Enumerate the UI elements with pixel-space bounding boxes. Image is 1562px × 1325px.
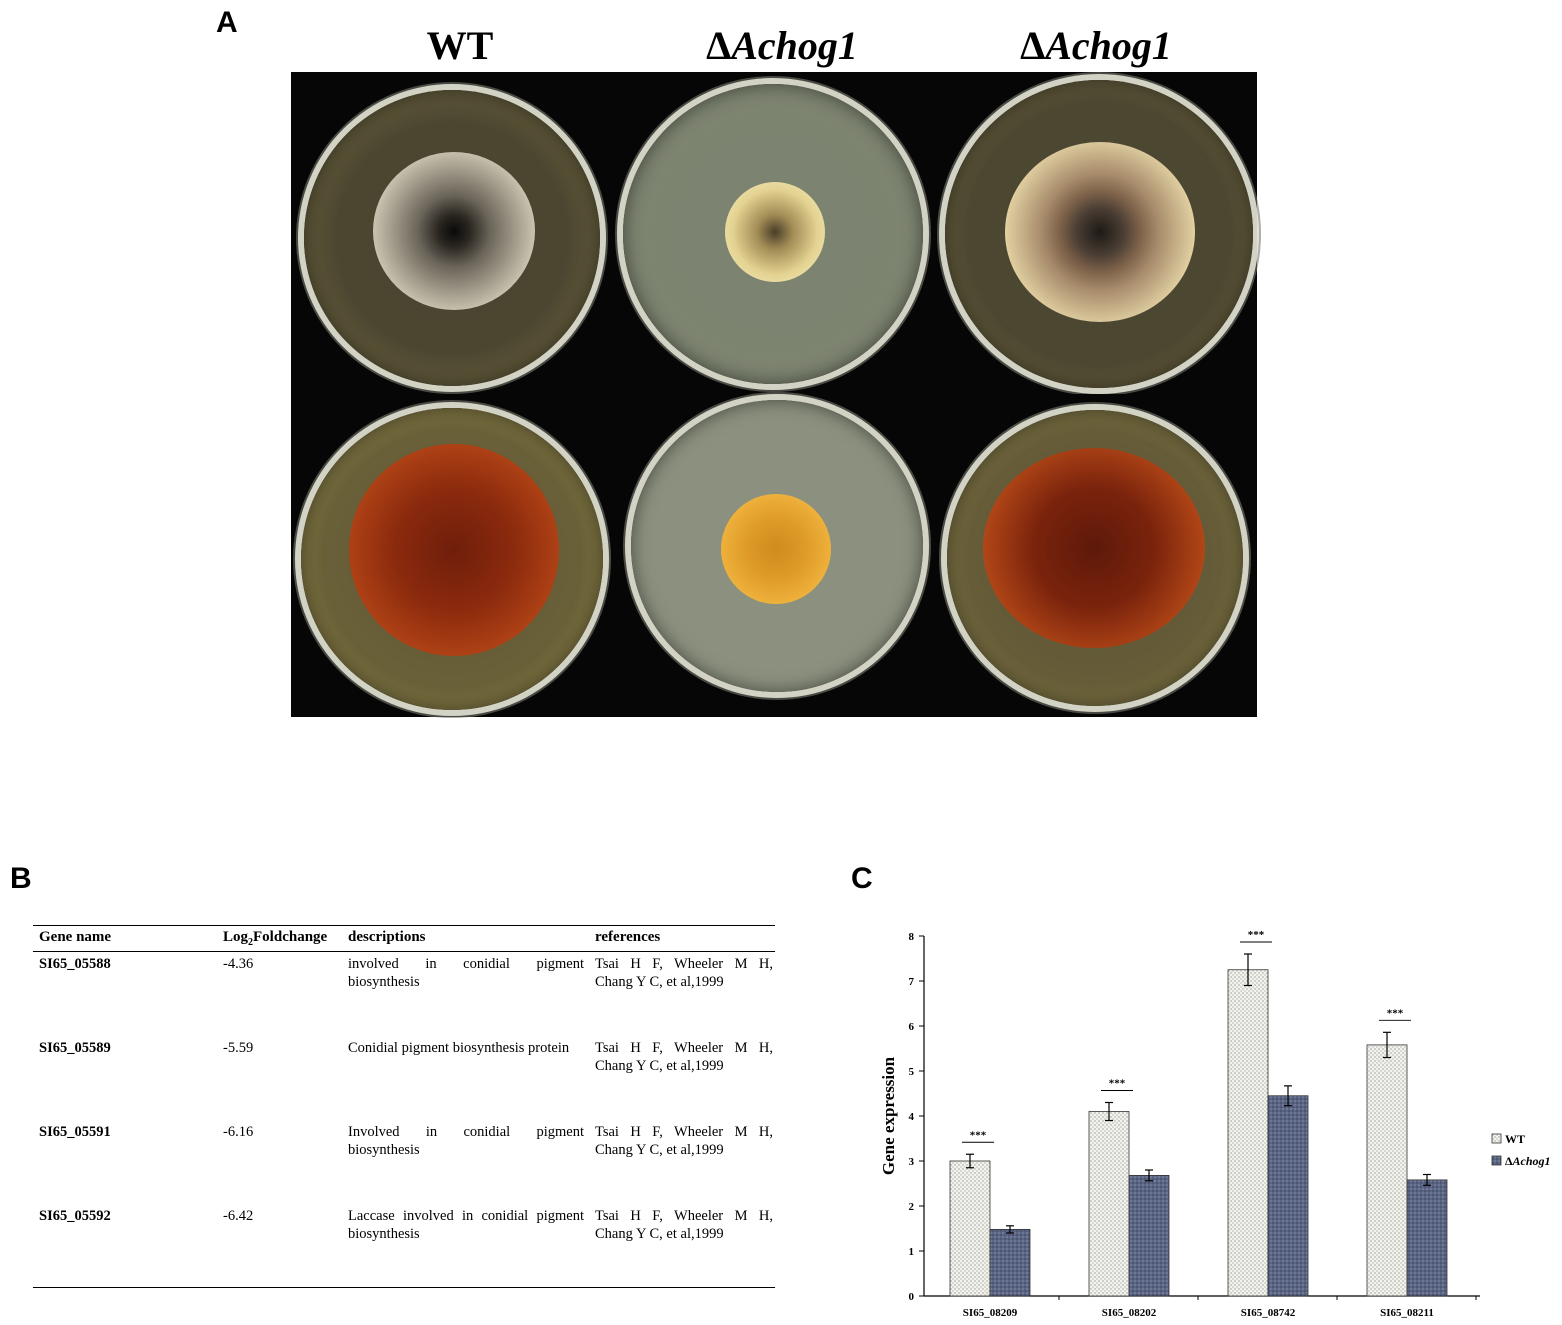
bar-wt — [1227, 969, 1269, 1297]
bar-mutant — [989, 1228, 1031, 1297]
legend-label: WT — [1505, 1132, 1525, 1146]
table-row-1-fold: -4.36 — [223, 956, 254, 972]
petri-dish-photo — [291, 72, 1257, 717]
plate-wt-back — [291, 394, 613, 716]
significance-label: *** — [1109, 1078, 1126, 1090]
table-row-4-fold: -6.42 — [223, 1208, 254, 1224]
table-row-2-ref: Tsai H F, Wheeler M H, Chang Y C, et al,… — [595, 1040, 773, 1074]
bar-mutant — [1267, 1095, 1309, 1297]
table-row-4-gene: SI65_05592 — [39, 1208, 111, 1224]
table-row-3-gene: SI65_05591 — [39, 1124, 111, 1140]
column-label-mutant-2: ΔAchog1 — [1020, 23, 1172, 68]
table-row-3-desc: Involved in conidial pigment biosynthesi… — [348, 1124, 584, 1158]
y-tick-label: 0 — [909, 1291, 915, 1303]
legend-label: ΔAchog1 — [1505, 1154, 1551, 1168]
table-row-2-gene: SI65_05589 — [39, 1040, 111, 1056]
panel-a-label: A — [216, 6, 238, 39]
x-tick-label: SI65_08202 — [1102, 1307, 1157, 1319]
significance-label: *** — [1248, 929, 1265, 941]
significance-label: *** — [1387, 1007, 1404, 1019]
bar-wt — [1088, 1111, 1130, 1297]
plate-mutant1-back — [613, 394, 935, 716]
table-row-2-desc: Conidial pigment biosynthesis protein — [348, 1040, 570, 1056]
plate-mutant2-back — [935, 394, 1257, 716]
legend-swatch — [1491, 1155, 1502, 1166]
bar-wt — [1366, 1044, 1408, 1297]
y-tick-label: 7 — [909, 976, 915, 988]
y-tick-label: 6 — [909, 1021, 915, 1033]
y-tick-label: 5 — [909, 1066, 915, 1078]
y-tick-label: 8 — [909, 931, 915, 943]
plate-mutant1-front — [613, 72, 935, 394]
x-tick-label: SI65_08742 — [1241, 1307, 1296, 1319]
bar-wt — [949, 1160, 991, 1297]
table-row-1-ref: Tsai H F, Wheeler M H, Chang Y C, et al,… — [595, 956, 773, 990]
plate-mutant2-front — [935, 72, 1257, 394]
header-gene-name: Gene name — [39, 929, 112, 945]
table-row-2-fold: -5.59 — [223, 1040, 254, 1056]
y-tick-label: 2 — [909, 1201, 915, 1213]
header-log2-foldchange: Log2Foldchange — [223, 929, 328, 948]
column-label-wt: WT — [426, 23, 494, 68]
table-row-3-ref: Tsai H F, Wheeler M H, Chang Y C, et al,… — [595, 1124, 773, 1158]
plate-wt-front — [291, 72, 613, 394]
table-row-1-gene: SI65_05588 — [39, 956, 111, 972]
legend-swatch — [1491, 1133, 1502, 1144]
y-tick-label: 1 — [909, 1246, 915, 1258]
header-references: references — [595, 929, 661, 945]
gene-expression-chart: 0 1 2 3 4 5 6 7 8 Gene expression *** SI65_08209 ***… — [879, 929, 1551, 1319]
x-tick-label: SI65_08211 — [1380, 1307, 1434, 1319]
y-tick-label: 3 — [909, 1156, 915, 1168]
x-tick-label: SI65_08209 — [963, 1307, 1018, 1319]
header-descriptions: descriptions — [348, 929, 426, 945]
column-label-mutant-1: ΔAchog1 — [706, 23, 858, 68]
y-tick-label: 4 — [909, 1111, 915, 1123]
panel-c-label: C — [851, 862, 873, 895]
bar-mutant — [1128, 1174, 1170, 1297]
table-row-4-ref: Tsai H F, Wheeler M H, Chang Y C, et al,… — [595, 1208, 773, 1242]
table-row-3-fold: -6.16 — [223, 1124, 254, 1140]
table-row-1-desc: involved in conidial pigment biosynthesi… — [348, 956, 584, 990]
y-axis-label: Gene expression — [879, 1056, 898, 1175]
bar-mutant — [1406, 1179, 1448, 1297]
table-row-4-desc: Laccase involved in conidial pigment bio… — [348, 1208, 584, 1242]
significance-label: *** — [970, 1129, 987, 1141]
panel-b-label: B — [10, 862, 32, 895]
